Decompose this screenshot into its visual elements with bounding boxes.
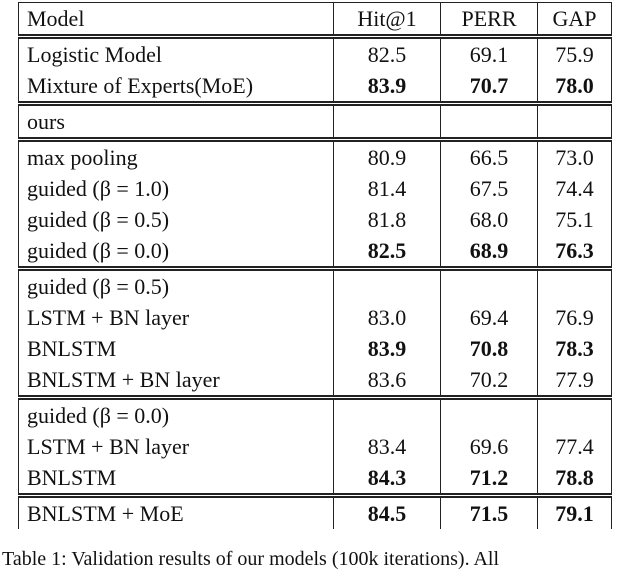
- model-cell: guided (β = 0.5): [18, 204, 334, 235]
- value-cell: 80.9: [333, 139, 441, 173]
- table-row: BNLSTM + BN layer 83.6 70.2 77.9: [18, 364, 612, 398]
- value-cell: 70.8: [440, 333, 538, 364]
- value-cell: 83.9: [333, 70, 441, 104]
- value-cell: [440, 103, 538, 140]
- value-cell: 82.5: [333, 36, 441, 70]
- row-group: Logistic Model 82.5 69.1 75.9 Mixture of Exp…: [18, 36, 612, 104]
- value-cell: 78.0: [537, 70, 612, 104]
- value-cell: 75.1: [537, 204, 612, 235]
- value-cell: [537, 268, 612, 302]
- value-cell: [440, 397, 538, 431]
- value-cell: [333, 268, 441, 302]
- value-cell: 71.5: [440, 495, 538, 529]
- model-cell: BNLSTM: [18, 462, 334, 496]
- table-row: Mixture of Experts(MoE) 83.9 70.7 78.0: [18, 70, 612, 104]
- value-cell: [537, 397, 612, 431]
- table-row: ours: [18, 103, 612, 140]
- row-group: guided (β = 0.0) LSTM + BN layer 83.4 69.6 7…: [18, 397, 612, 496]
- table-row: LSTM + BN layer 83.0 69.4 76.9: [18, 302, 612, 333]
- table-row: guided (β = 0.5): [18, 268, 612, 302]
- model-cell: BNLSTM + MoE: [18, 495, 334, 529]
- model-cell: Mixture of Experts(MoE): [18, 70, 334, 104]
- value-cell: 75.9: [537, 36, 612, 70]
- value-cell: 73.0: [537, 139, 612, 173]
- table-row: max pooling 80.9 66.5 73.0: [18, 139, 612, 173]
- results-table: Model Hit@1 PERR GAP Logistic Model 82.5 69.1…: [18, 2, 612, 529]
- header-cell: Model: [18, 2, 334, 37]
- value-cell: 76.3: [537, 235, 612, 269]
- table-row: BNLSTM 84.3 71.2 78.8: [18, 462, 612, 496]
- value-cell: 68.9: [440, 235, 538, 269]
- value-cell: [537, 103, 612, 140]
- table-row: BNLSTM + MoE 84.5 71.5 79.1: [18, 495, 612, 529]
- value-cell: 78.3: [537, 333, 612, 364]
- row-group: BNLSTM + MoE 84.5 71.5 79.1: [18, 495, 612, 529]
- header-cell: GAP: [537, 2, 612, 37]
- value-cell: 79.1: [537, 495, 612, 529]
- value-cell: 83.0: [333, 302, 441, 333]
- value-cell: [440, 268, 538, 302]
- value-cell: 78.8: [537, 462, 612, 496]
- table-row: guided (β = 0.0): [18, 397, 612, 431]
- value-cell: 83.9: [333, 333, 441, 364]
- value-cell: 66.5: [440, 139, 538, 173]
- caption: Table 1: Validation results of our model…: [2, 548, 500, 570]
- model-cell: max pooling: [18, 139, 334, 173]
- model-cell: Logistic Model: [18, 36, 334, 70]
- value-cell: 69.6: [440, 431, 538, 462]
- value-cell: 84.5: [333, 495, 441, 529]
- row-group: max pooling 80.9 66.5 73.0 guided (β = 1.0) 8…: [18, 139, 612, 269]
- header-row: Model Hit@1 PERR GAP: [18, 2, 612, 37]
- table-row: guided (β = 0.5) 81.8 68.0 75.1: [18, 204, 612, 235]
- value-cell: 83.4: [333, 431, 441, 462]
- model-cell: guided (β = 0.0): [18, 397, 334, 431]
- model-cell: BNLSTM + BN layer: [18, 364, 334, 398]
- value-cell: [333, 397, 441, 431]
- value-cell: 74.4: [537, 173, 612, 204]
- row-group: guided (β = 0.5) LSTM + BN layer 83.0 69.4 7…: [18, 268, 612, 398]
- model-cell: guided (β = 1.0): [18, 173, 334, 204]
- value-cell: 76.9: [537, 302, 612, 333]
- model-cell: LSTM + BN layer: [18, 431, 334, 462]
- value-cell: 77.4: [537, 431, 612, 462]
- model-cell: LSTM + BN layer: [18, 302, 334, 333]
- value-cell: 77.9: [537, 364, 612, 398]
- value-cell: 81.4: [333, 173, 441, 204]
- table-row: guided (β = 0.0) 82.5 68.9 76.3: [18, 235, 612, 269]
- table-header: Model Hit@1 PERR GAP: [18, 2, 612, 37]
- model-cell: BNLSTM: [18, 333, 334, 364]
- value-cell: 83.6: [333, 364, 441, 398]
- value-cell: 69.1: [440, 36, 538, 70]
- model-cell: guided (β = 0.0): [18, 235, 334, 269]
- table-row: LSTM + BN layer 83.4 69.6 77.4: [18, 431, 612, 462]
- model-cell: guided (β = 0.5): [18, 268, 334, 302]
- header-cell: PERR: [440, 2, 538, 37]
- value-cell: 67.5: [440, 173, 538, 204]
- value-cell: 70.7: [440, 70, 538, 104]
- table-row: Logistic Model 82.5 69.1 75.9: [18, 36, 612, 70]
- header-cell: Hit@1: [333, 2, 441, 37]
- value-cell: 70.2: [440, 364, 538, 398]
- value-cell: 69.4: [440, 302, 538, 333]
- model-cell: ours: [18, 103, 334, 140]
- table-row: BNLSTM 83.9 70.8 78.3: [18, 333, 612, 364]
- value-cell: [333, 103, 441, 140]
- value-cell: 82.5: [333, 235, 441, 269]
- value-cell: 81.8: [333, 204, 441, 235]
- row-group: ours: [18, 103, 612, 140]
- table-row: guided (β = 1.0) 81.4 67.5 74.4: [18, 173, 612, 204]
- value-cell: 68.0: [440, 204, 538, 235]
- value-cell: 84.3: [333, 462, 441, 496]
- value-cell: 71.2: [440, 462, 538, 496]
